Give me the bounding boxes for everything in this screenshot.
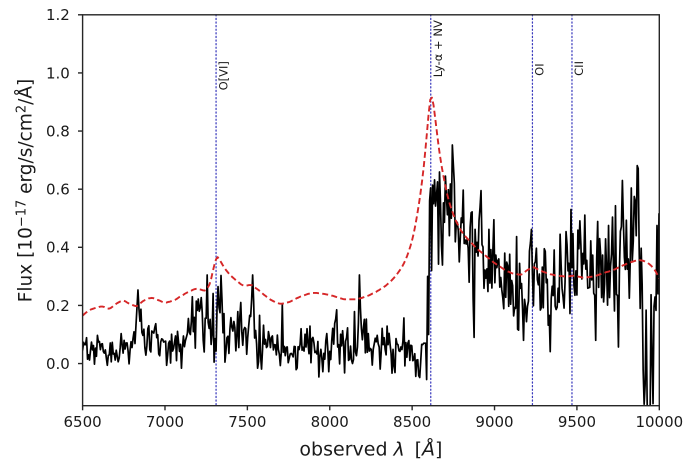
- x-tick-label: 6500: [64, 413, 102, 431]
- y-tick-label: 0.4: [46, 239, 70, 257]
- y-axis-label: Flux [10−17​ erg/s/cm2​/Å]: [15, 79, 37, 303]
- x-tick-label: 8000: [311, 413, 349, 431]
- x-tick-label: 7500: [228, 413, 266, 431]
- y-tick-label: 1.0: [46, 64, 70, 82]
- x-tick-label: 8500: [393, 413, 431, 431]
- y-tick-label: 0.8: [46, 122, 70, 140]
- spectral-line-label-1: Ly-α + NV: [431, 20, 445, 77]
- spectral-line-label-3: CII: [572, 61, 586, 76]
- y-tick-label: 1.2: [46, 6, 70, 24]
- y-tick-label: 0.0: [46, 355, 70, 373]
- series-observed-spectrum: [82, 144, 660, 406]
- y-tick-label: 0.6: [46, 181, 70, 199]
- y-tick-label: 0.2: [46, 297, 70, 315]
- x-tick-label: 10000: [635, 413, 683, 431]
- spectral-line-label-2: OI: [533, 63, 547, 75]
- x-tick-label: 9000: [475, 413, 513, 431]
- x-tick-label: 7000: [146, 413, 184, 431]
- spectral-line-label-0: O[VI]: [216, 61, 230, 90]
- series-quasar-template: [82, 96, 660, 317]
- x-axis-label: observed λ [Å]: [299, 438, 442, 461]
- axes-box: [81, 14, 661, 407]
- x-tick-label: 9500: [558, 413, 596, 431]
